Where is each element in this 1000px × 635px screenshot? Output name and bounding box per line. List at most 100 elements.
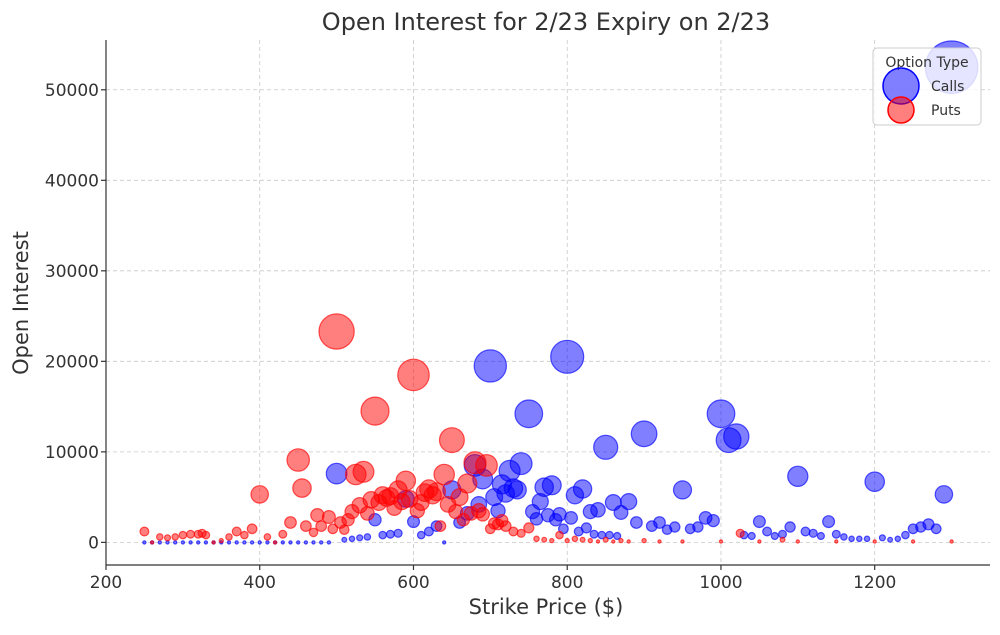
puts-point (156, 533, 164, 541)
puts-point (587, 537, 594, 544)
calls-point (589, 529, 599, 539)
puts-point (318, 313, 355, 350)
puts-point (571, 535, 579, 543)
puts-point (218, 537, 224, 544)
puts-point (757, 539, 762, 544)
puts-point (352, 460, 375, 483)
ticks-layer: 200 400 600 800 1000 1200 0 10000 20000 30000 4000… (45, 81, 896, 593)
puts-point (300, 520, 312, 532)
puts-point (201, 530, 211, 540)
legend: Option Type Calls Puts (872, 47, 982, 126)
puts-point (240, 530, 249, 540)
calls-point (288, 540, 293, 545)
calls-point (831, 529, 841, 539)
puts-point (338, 524, 350, 535)
puts-point (626, 539, 631, 544)
calls-point (816, 531, 826, 541)
calls-point (325, 462, 348, 485)
legend-label-calls: Calls (931, 79, 964, 95)
puts-point (533, 535, 540, 543)
x-tick-label: 1200 (853, 573, 896, 593)
calls-point (808, 528, 818, 538)
calls-point (514, 399, 544, 429)
puts-point (508, 526, 519, 537)
calls-point (770, 531, 779, 541)
y-tick-label: 50000 (45, 81, 99, 101)
calls-point (930, 523, 942, 535)
x-tick-label: 1000 (699, 573, 742, 593)
calls-point (669, 521, 681, 533)
puts-point (149, 540, 155, 545)
calls-point (653, 516, 666, 529)
puts-point (618, 537, 624, 544)
y-tick-label: 10000 (45, 443, 99, 463)
chart-title: Open Interest for 2/23 Expiry on 2/23 (322, 8, 770, 36)
puts-point (516, 528, 526, 538)
puts-point (475, 506, 490, 522)
puts-point (321, 510, 336, 525)
puts-point (427, 482, 447, 502)
calls-point (319, 540, 324, 545)
puts-point (310, 508, 325, 523)
puts-point (541, 536, 548, 543)
calls-point (878, 534, 887, 542)
calls-point (257, 540, 262, 545)
calls-point (280, 540, 285, 545)
calls-point (157, 540, 162, 545)
puts-point (475, 454, 498, 477)
calls-point (203, 540, 209, 545)
calls-point (188, 540, 193, 545)
calls-point (356, 534, 364, 542)
puts-point (834, 539, 839, 544)
calls-point (341, 536, 348, 543)
puts-point (225, 533, 233, 541)
calls-point (752, 515, 766, 529)
calls-point (901, 530, 910, 540)
puts-point (779, 536, 786, 543)
calls-point (692, 521, 704, 533)
x-tick-label: 600 (397, 573, 429, 593)
puts-point (433, 463, 455, 486)
calls-point (172, 540, 178, 545)
calls-point (249, 540, 255, 545)
calls-point (509, 452, 533, 476)
y-tick-label: 20000 (45, 352, 99, 372)
calls-point (863, 535, 871, 543)
calls-point (242, 540, 247, 545)
puts-point (872, 539, 877, 544)
calls-point (747, 531, 756, 541)
calls-point (934, 485, 954, 504)
puts-point (657, 539, 662, 544)
puts-point (499, 520, 512, 532)
puts-point (523, 522, 535, 534)
calls-point (590, 501, 606, 518)
puts-point (360, 396, 390, 426)
calls-point (234, 540, 239, 545)
puts-point (186, 529, 196, 539)
puts-point (263, 533, 272, 541)
legend-label-puts: Puts (931, 103, 961, 119)
legend-title: Option Type (885, 55, 968, 71)
calls-point (630, 420, 658, 448)
calls-point (630, 516, 643, 529)
calls-point (672, 480, 693, 500)
calls-point (393, 528, 403, 538)
calls-point (840, 533, 848, 541)
calls-point (887, 536, 894, 543)
puts-point (718, 539, 724, 544)
calls-point (416, 530, 426, 540)
calls-point (787, 465, 809, 487)
calls-point (605, 530, 614, 540)
calls-point (442, 540, 447, 545)
axes-layer (105, 40, 990, 566)
calls-point (385, 529, 395, 539)
puts-point (171, 533, 180, 541)
calls-point (180, 540, 186, 545)
x-tick-label: 800 (551, 573, 583, 593)
calls-point (572, 479, 593, 499)
calls-point (265, 540, 270, 545)
puts-point (795, 539, 801, 544)
puts-point (457, 473, 478, 494)
calls-point (363, 533, 372, 541)
